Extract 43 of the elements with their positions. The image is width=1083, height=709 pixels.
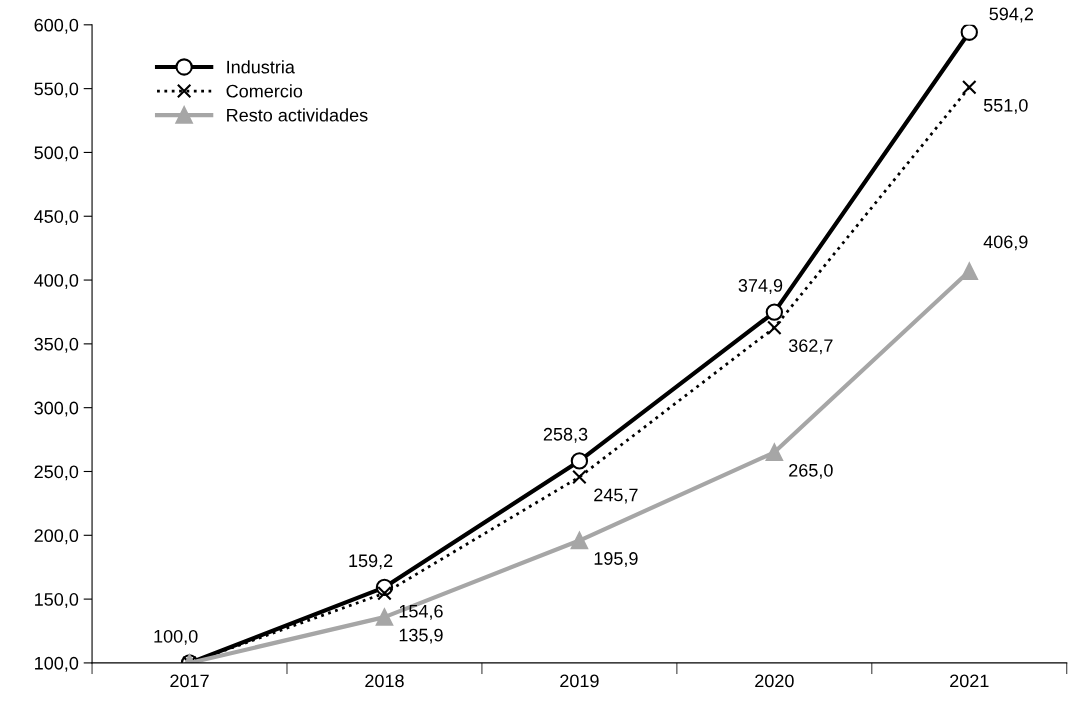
x-tick-label: 2017 bbox=[170, 674, 209, 688]
data-label: 362,7 bbox=[788, 339, 833, 355]
data-label: 406,9 bbox=[983, 235, 1028, 251]
data-label: 245,7 bbox=[594, 488, 638, 504]
point bbox=[961, 80, 977, 95]
point bbox=[377, 585, 392, 601]
point bbox=[765, 303, 784, 321]
data-label: 154,6 bbox=[399, 604, 443, 620]
y-tick-label: 600,0 bbox=[34, 18, 79, 34]
point bbox=[570, 531, 589, 550]
y-tick-label: 100,0 bbox=[35, 656, 79, 672]
data-label: 135,9 bbox=[399, 628, 443, 644]
x-tick-label: 2018 bbox=[365, 674, 404, 688]
point bbox=[960, 262, 978, 280]
data-label: 159,2 bbox=[349, 554, 393, 570]
y-tick-label: 500,0 bbox=[34, 146, 79, 162]
legend-label: Resto actividades bbox=[227, 108, 368, 122]
point bbox=[960, 24, 978, 41]
data-label: 195,9 bbox=[594, 552, 638, 568]
y-tick-label: 450,0 bbox=[34, 210, 79, 226]
y-tick-label: 250,0 bbox=[34, 465, 79, 481]
point bbox=[570, 452, 589, 470]
y-tick-label: 300,0 bbox=[34, 401, 79, 417]
point bbox=[375, 608, 394, 626]
data-label: 551,0 bbox=[983, 98, 1028, 114]
point bbox=[765, 443, 784, 462]
data-label: 258,3 bbox=[543, 427, 588, 443]
point bbox=[572, 469, 587, 485]
y-tick-label: 200,0 bbox=[34, 529, 79, 545]
point bbox=[767, 320, 782, 335]
y-tick-label: 350,0 bbox=[34, 337, 79, 353]
data-label: 374,9 bbox=[738, 279, 783, 294]
x-tick-label: 2020 bbox=[755, 674, 794, 688]
data-label: 100,0 bbox=[154, 629, 198, 645]
x-tick-label: 2019 bbox=[560, 674, 599, 688]
legend-label: Comercio bbox=[226, 84, 303, 98]
data-label: 265,0 bbox=[789, 463, 833, 479]
x-tick-label: 2021 bbox=[950, 674, 989, 688]
y-tick-label: 550,0 bbox=[34, 82, 79, 98]
y-tick-label: 150,0 bbox=[35, 593, 79, 608]
legend-label: Industria bbox=[227, 60, 295, 74]
data-label: 594,2 bbox=[989, 7, 1034, 23]
y-tick-label: 400,0 bbox=[34, 273, 79, 289]
